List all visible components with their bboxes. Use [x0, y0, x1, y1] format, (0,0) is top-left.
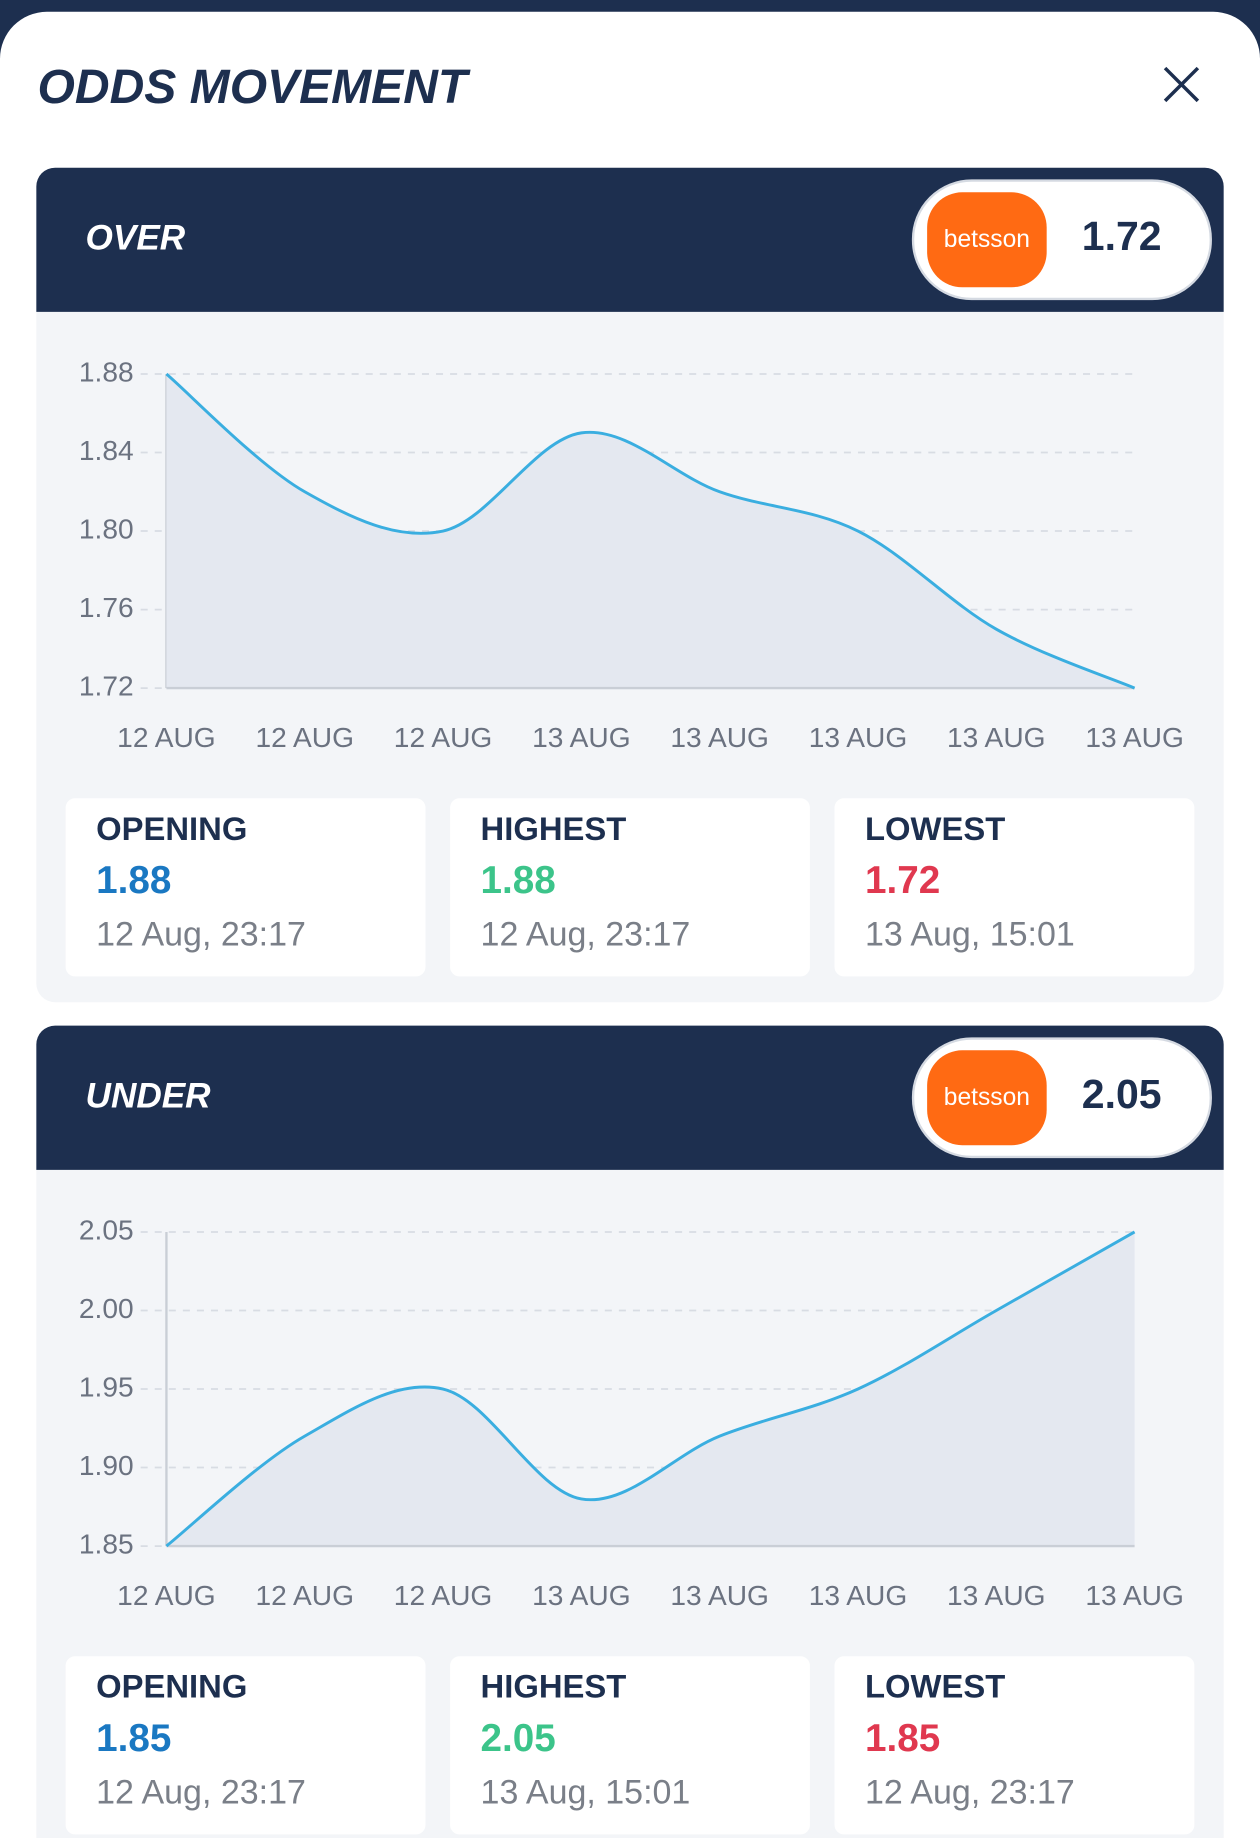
x-tick-label: 13 AUG [670, 722, 769, 753]
stat-time: 13 Aug, 15:01 [481, 1774, 691, 1812]
stat-value: 2.05 [481, 1717, 556, 1760]
x-tick-label: 13 AUG [532, 1580, 631, 1611]
odds-line [165, 1230, 1136, 1548]
odds-panel: UNDER betsson 2.05 1.85 1.90 1.95 2.00 2.05 12 A… [36, 1025, 1224, 1838]
bookmaker-name: betsson [944, 1084, 1030, 1111]
bookmaker-name: betsson [944, 226, 1030, 253]
stat-label: LOWEST [865, 810, 1005, 847]
x-tick-label: 13 AUG [809, 1580, 908, 1611]
x-tick-label: 12 AUG [394, 1580, 493, 1611]
panel-label: OVER [86, 219, 186, 258]
area-fill [166, 373, 1135, 689]
current-odds: 2.05 [1082, 1071, 1162, 1117]
y-tick-label: 1.85 [79, 1529, 134, 1560]
x-tick-label: 13 AUG [947, 722, 1046, 753]
y-tick-label: 2.05 [79, 1214, 134, 1245]
stat-card [65, 1656, 426, 1835]
y-tick-label: 1.80 [79, 513, 134, 544]
x-tick-label: 13 AUG [1085, 722, 1184, 753]
y-tick-label: 1.72 [79, 671, 134, 702]
stat-card [450, 798, 810, 977]
stat-time: 13 Aug, 15:01 [865, 916, 1075, 954]
stat-value: 1.88 [96, 859, 171, 902]
x-tick-label: 12 AUG [394, 722, 493, 753]
stat-time: 12 Aug, 23:17 [96, 916, 306, 954]
stat-label: OPENING [96, 1668, 247, 1705]
stat-value: 1.85 [96, 1717, 171, 1760]
current-odds: 1.72 [1082, 213, 1162, 259]
stat-label: OPENING [96, 810, 247, 847]
x-tick-label: 13 AUG [1085, 1580, 1184, 1611]
stat-time: 12 Aug, 23:17 [865, 1774, 1075, 1812]
y-tick-label: 1.95 [79, 1371, 134, 1402]
stat-label: HIGHEST [481, 1668, 627, 1705]
bookmaker-logo [927, 1050, 1047, 1146]
x-tick-label: 12 AUG [117, 722, 216, 753]
stat-card [450, 1656, 810, 1835]
panel-label: UNDER [86, 1077, 212, 1116]
stat-value: 1.72 [865, 859, 940, 902]
stat-card [834, 798, 1195, 977]
x-tick-label: 12 AUG [255, 1580, 354, 1611]
stat-time: 12 Aug, 23:17 [481, 916, 691, 954]
y-tick-label: 1.84 [79, 435, 134, 466]
y-tick-label: 2.00 [79, 1293, 134, 1324]
x-tick-label: 13 AUG [532, 722, 631, 753]
stat-value: 1.88 [481, 859, 556, 902]
stat-value: 1.85 [865, 1717, 940, 1760]
stat-time: 12 Aug, 23:17 [96, 1774, 306, 1812]
sheet-title: ODDS MOVEMENT [38, 61, 471, 114]
area-fill [166, 1231, 1135, 1547]
bookmaker-logo [927, 192, 1047, 288]
x-tick-label: 12 AUG [255, 722, 354, 753]
x-tick-label: 12 AUG [117, 1580, 216, 1611]
x-tick-label: 13 AUG [809, 722, 908, 753]
odds-line [165, 372, 1136, 690]
close-button[interactable] [1163, 66, 1200, 103]
stat-label: HIGHEST [481, 810, 627, 847]
y-tick-label: 1.90 [79, 1450, 134, 1481]
stat-card [65, 798, 426, 977]
odds-panel: OVER betsson 1.72 1.72 1.76 1.80 1.84 1.88 12 AU… [36, 167, 1224, 1003]
y-tick-label: 1.88 [79, 356, 134, 387]
stat-label: LOWEST [865, 1668, 1005, 1705]
stat-card [834, 1656, 1195, 1835]
y-tick-label: 1.76 [79, 592, 134, 623]
x-tick-label: 13 AUG [670, 1580, 769, 1611]
x-tick-label: 13 AUG [947, 1580, 1046, 1611]
